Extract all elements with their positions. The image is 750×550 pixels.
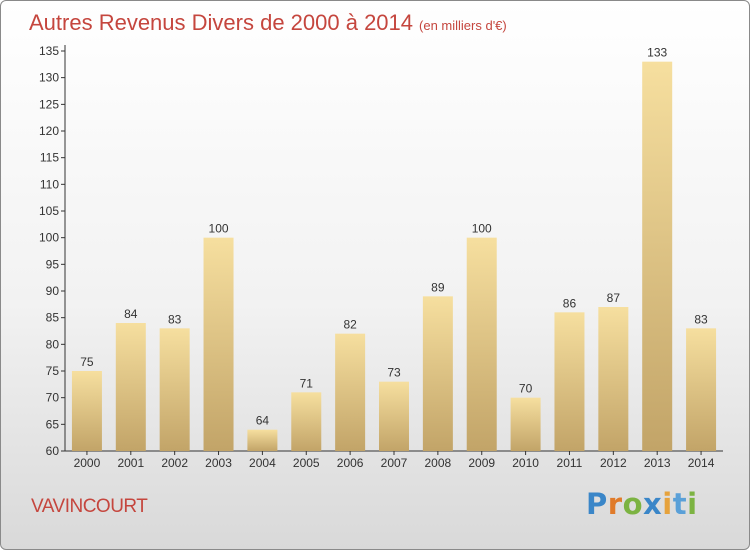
- x-tick-label: 2000: [74, 456, 101, 470]
- value-label: 87: [607, 291, 621, 305]
- y-tick-label: 85: [46, 311, 60, 325]
- x-tick-label: 2009: [468, 456, 495, 470]
- y-tick-label: 65: [46, 417, 60, 431]
- y-tick-label: 75: [46, 364, 60, 378]
- bar: [422, 296, 453, 451]
- y-tick-label: 70: [46, 391, 60, 405]
- value-label: 71: [300, 376, 314, 390]
- x-tick-label: 2001: [117, 456, 144, 470]
- x-tick-label: 2008: [425, 456, 452, 470]
- bar: [203, 237, 234, 451]
- value-label: 83: [694, 312, 708, 326]
- x-tick-label: 2002: [161, 456, 188, 470]
- x-tick-label: 2012: [600, 456, 627, 470]
- value-label: 133: [647, 46, 667, 60]
- value-label: 83: [168, 312, 182, 326]
- value-label: 70: [519, 382, 533, 396]
- y-tick-label: 125: [39, 97, 59, 111]
- value-label: 84: [124, 307, 138, 321]
- bar: [598, 307, 629, 451]
- x-axis: 2000 2001 2002 2003 2004 2005 2006 2007 2008 2009…: [65, 450, 723, 470]
- y-tick-label: 110: [40, 177, 59, 191]
- bar: [71, 371, 102, 451]
- value-label: 73: [387, 366, 401, 380]
- value-label: 86: [563, 296, 577, 310]
- y-tick-label: 135: [39, 44, 59, 58]
- bars-group: 75 84 83 100 64 71 82 73 89 100 70 86 87 133 83: [71, 46, 717, 452]
- bar: [510, 397, 541, 451]
- x-tick-label: 2005: [293, 456, 320, 470]
- y-tick-label: 130: [39, 71, 59, 85]
- bar: [247, 429, 278, 451]
- y-tick-label: 90: [46, 284, 60, 298]
- bar: [335, 333, 366, 451]
- value-label: 75: [80, 355, 94, 369]
- bar: [642, 61, 673, 452]
- y-tick-label: 60: [46, 444, 60, 458]
- proxiti-logo: Proxiti: [586, 487, 698, 521]
- x-tick-label: 2013: [644, 456, 671, 470]
- y-tick-label: 115: [40, 151, 59, 165]
- chart-subtitle: (en milliers d'€): [419, 18, 507, 33]
- bar: [379, 381, 409, 451]
- x-tick-label: 2006: [337, 456, 364, 470]
- x-tick-label: 2004: [249, 456, 276, 470]
- bar: [115, 323, 146, 451]
- value-label: 82: [343, 318, 357, 332]
- y-tick-label: 105: [39, 204, 59, 218]
- y-tick-label: 80: [46, 337, 60, 351]
- value-label: 89: [431, 280, 445, 294]
- bar: [466, 237, 497, 451]
- x-tick-label: 2003: [205, 456, 232, 470]
- value-label: 100: [472, 222, 492, 236]
- bar: [554, 312, 585, 451]
- y-tick-label: 100: [39, 231, 59, 245]
- city-name: VAVINCOURT: [31, 496, 148, 517]
- bar: [159, 328, 190, 451]
- chart-title-text: Autres Revenus Divers de 2000 à 2014: [29, 10, 414, 35]
- y-tick-label: 95: [46, 257, 60, 271]
- value-label: 100: [209, 222, 229, 236]
- x-tick-label: 2007: [381, 456, 408, 470]
- bar: [686, 328, 717, 451]
- x-tick-label: 2010: [512, 456, 539, 470]
- y-tick-label: 120: [39, 124, 59, 138]
- bar: [291, 392, 322, 451]
- chart-title: Autres Revenus Divers de 2000 à 2014 (en …: [29, 10, 507, 36]
- x-tick-label: 2014: [688, 456, 715, 470]
- value-label: 64: [256, 414, 270, 428]
- y-axis: 60 65 70 75 80 85 90 95 100 105 110 115 120 125 130 135: [39, 44, 66, 458]
- x-tick-label: 2011: [557, 456, 583, 470]
